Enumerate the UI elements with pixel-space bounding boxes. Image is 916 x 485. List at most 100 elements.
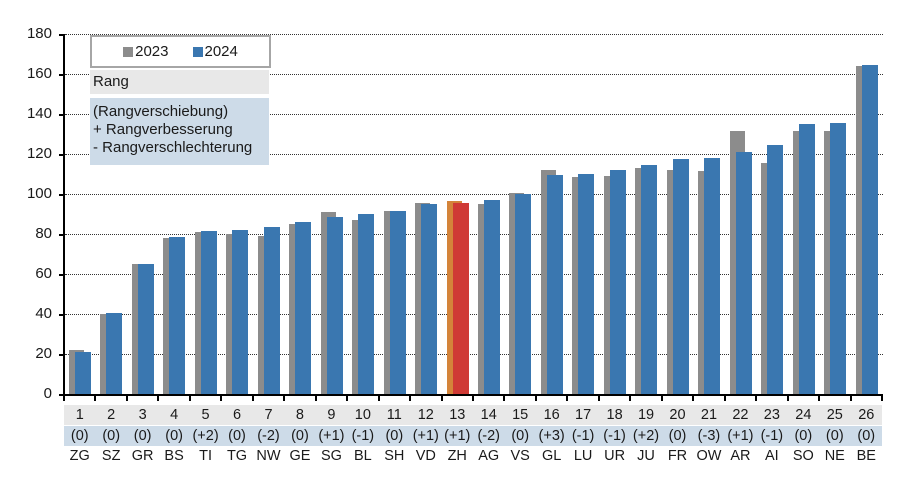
x-tick-mark: [597, 394, 600, 401]
rank-shift-cell: (+1): [444, 428, 471, 444]
legend-label: 2024: [204, 43, 238, 60]
bar-2024-UR: [609, 170, 626, 394]
bar-2024-VS: [515, 194, 532, 394]
y-tick-label: 0: [43, 385, 52, 402]
bar-2024-BL: [358, 214, 375, 394]
rank-cell: 1: [75, 407, 84, 423]
y-tick-mark: [59, 34, 64, 36]
rank-cell: 6: [232, 407, 242, 423]
rank-cell: 4: [170, 407, 179, 423]
bar-2024-SO: [798, 124, 815, 394]
y-tick-mark: [59, 314, 64, 316]
canton-label: SG: [320, 448, 342, 464]
rank-shift-cell: (+3): [538, 428, 565, 444]
canton-label: VD: [415, 448, 436, 464]
rank-cell: 11: [386, 407, 402, 423]
rank-cell: 10: [354, 407, 371, 423]
rank-cell: 23: [763, 407, 780, 423]
canton-label: NW: [256, 448, 281, 464]
x-tick-mark: [346, 394, 349, 401]
y-tick-label: 100: [26, 185, 52, 202]
bar-2024-BE: [861, 65, 878, 394]
rank-cell: 22: [732, 407, 749, 423]
rank-cell: 2: [107, 407, 116, 423]
rank-cell: 12: [417, 407, 434, 423]
chart-legend: 2023 2024: [90, 35, 271, 68]
x-tick-mark: [220, 394, 223, 401]
rank-shift-cell: (-1): [351, 428, 375, 444]
canton-label: ZG: [69, 448, 90, 464]
y-tick-mark: [59, 194, 64, 196]
y-tick-mark: [59, 354, 64, 356]
x-tick-mark: [755, 394, 758, 401]
canton-label: AR: [730, 448, 751, 464]
legend-item-2023: 2023: [123, 43, 169, 60]
x-tick-mark: [629, 394, 632, 401]
x-tick-mark: [503, 394, 506, 401]
canton-label: JU: [637, 448, 655, 464]
rank-row: [64, 405, 882, 425]
x-tick-mark: [692, 394, 695, 401]
canton-label: GL: [541, 448, 562, 464]
x-tick-mark: [723, 394, 726, 401]
gridline: [65, 314, 883, 315]
rank-shift-cell: (0): [857, 428, 876, 444]
legend-label: 2023: [135, 43, 169, 60]
x-tick-mark: [409, 394, 412, 401]
x-tick-mark: [440, 394, 443, 401]
bar-2024-FR: [672, 159, 689, 394]
canton-label: AI: [765, 448, 779, 464]
canton-label: BL: [353, 448, 372, 464]
rank-shift-cell: (0): [794, 428, 813, 444]
bar-2024-SH: [389, 211, 406, 394]
bar-2024-OW: [704, 158, 721, 394]
rank-shift-cell: (-2): [477, 428, 500, 444]
canton-label: BS: [164, 448, 184, 464]
bar-2024-GR: [137, 264, 154, 394]
gridline: [65, 354, 883, 355]
canton-label: UR: [604, 448, 626, 464]
rank-shift-note-title: (Rangverschiebung): [93, 103, 229, 120]
canton-label: GE: [289, 448, 311, 464]
rank-cell: 13: [449, 407, 466, 423]
canton-label: SZ: [101, 448, 121, 464]
rank-cell: 26: [858, 407, 875, 423]
bar-2024-SZ: [106, 313, 123, 394]
canton-label: OW: [696, 448, 722, 464]
bar-2024-LU: [578, 174, 595, 394]
rank-cell: 9: [327, 407, 336, 423]
x-tick-mark: [534, 394, 537, 401]
x-tick-mark: [94, 394, 97, 401]
gridline: [65, 154, 883, 155]
rank-shift-cell: (+2): [192, 428, 219, 444]
bar-2024-TI: [200, 231, 217, 394]
y-tick-label: 120: [26, 145, 52, 162]
rank-cell: 5: [201, 407, 210, 423]
rank-shift-cell: (-3): [697, 428, 721, 444]
x-tick-mark: [881, 394, 883, 401]
rank-shift-note-worsen: - Rangverschlechterung: [93, 139, 253, 156]
canton-label: FR: [667, 448, 688, 464]
y-tick-label: 160: [26, 65, 52, 82]
rank-shift-note-improve: + Rangverbesserung: [93, 121, 233, 138]
canton-label: NE: [824, 448, 845, 464]
rank-shift-cell: (+1): [727, 428, 754, 444]
canton-label: LU: [573, 448, 593, 464]
rank-cell: 19: [637, 407, 655, 423]
canton-label: TG: [226, 448, 248, 464]
x-tick-mark: [786, 394, 789, 401]
bar-2024-ZG: [75, 352, 91, 394]
rank-cell: 16: [543, 407, 560, 423]
bar-2024-VD: [421, 204, 438, 394]
y-tick-label: 20: [35, 345, 52, 362]
bar-2024-AI: [767, 145, 784, 394]
rank-cell: 17: [575, 407, 592, 423]
rank-shift-cell: (0): [668, 428, 687, 444]
x-tick-mark: [377, 394, 380, 401]
x-tick-mark: [157, 394, 160, 401]
bar-2024-JU: [641, 165, 658, 394]
x-tick-mark: [472, 394, 474, 401]
rank-shift-note: (Rangverschiebung) + Rangverbesserung - …: [90, 98, 269, 165]
y-tick-mark: [59, 114, 64, 116]
rank-cell: 15: [512, 407, 529, 423]
